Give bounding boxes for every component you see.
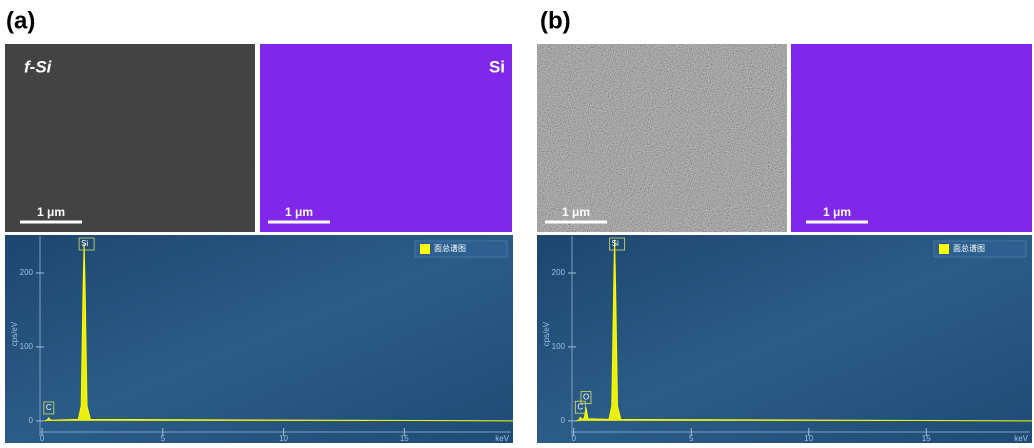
peak-label: O	[583, 393, 589, 402]
x-tick-label: 10	[804, 434, 813, 443]
figure: (a) f-Si 1 μm Si 1 μm (b) 1 μm 1 μm 0100…	[0, 0, 1034, 443]
x-tick-label: 10	[279, 434, 288, 443]
scale-bar-label: 1 μm	[37, 205, 65, 219]
x-tick-label: 0	[572, 434, 577, 443]
legend-swatch	[939, 244, 949, 254]
eds-map-noise	[260, 44, 512, 232]
y-tick-label: 200	[552, 268, 566, 277]
sem-label: f-Si	[24, 57, 53, 76]
x-tick-label: 15	[922, 434, 931, 443]
x-tick-label: 0	[40, 434, 45, 443]
x-axis-label: keV	[495, 434, 509, 443]
legend-label: 面总谱图	[953, 243, 985, 253]
peak-label: Si	[612, 239, 619, 248]
map-label: Si	[489, 57, 505, 76]
page: {"panels": [ {"label": "(a)", "sem_label…	[0, 0, 1034, 443]
panel-label: (b)	[540, 7, 571, 34]
legend-label: 面总谱图	[434, 243, 466, 253]
y-tick-label: 0	[561, 416, 566, 425]
sem-noise	[537, 44, 787, 232]
scale-bar-label: 1 μm	[823, 205, 851, 219]
y-tick-label: 100	[20, 342, 34, 351]
x-tick-label: 15	[400, 434, 409, 443]
panel-label: (a)	[6, 7, 35, 34]
peak-label: C	[46, 403, 52, 412]
peak-label: Si	[81, 239, 88, 248]
scale-bar-label: 1 μm	[562, 205, 590, 219]
x-tick-label: 5	[689, 434, 694, 443]
y-tick-label: 100	[552, 342, 566, 351]
y-axis-label: cps/eV	[10, 321, 19, 346]
y-tick-label: 200	[20, 268, 34, 277]
scale-bar-label: 1 μm	[285, 205, 313, 219]
x-axis-label: keV	[1014, 434, 1028, 443]
x-tick-label: 5	[161, 434, 166, 443]
y-axis-label: cps/eV	[542, 321, 551, 346]
eds-map-noise	[791, 44, 1032, 232]
legend-swatch	[420, 244, 430, 254]
y-tick-label: 0	[29, 416, 34, 425]
